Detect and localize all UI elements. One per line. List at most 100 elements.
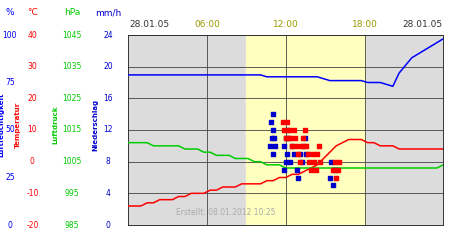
Text: 12:00: 12:00: [273, 20, 299, 29]
Point: [312, 168, 319, 172]
Point: [282, 136, 289, 140]
Text: 1045: 1045: [62, 30, 82, 40]
Point: [298, 160, 305, 164]
Text: %: %: [5, 8, 14, 17]
Point: [270, 128, 277, 132]
Text: 0: 0: [8, 220, 12, 230]
Text: 12: 12: [103, 126, 113, 134]
Text: mm/h: mm/h: [95, 8, 121, 17]
Point: [284, 152, 291, 156]
Text: 28.01.05: 28.01.05: [129, 20, 169, 29]
Point: [304, 152, 311, 156]
Point: [334, 168, 342, 172]
Point: [329, 168, 337, 172]
Text: -10: -10: [26, 189, 39, 198]
Text: Luftdruck: Luftdruck: [52, 106, 58, 144]
Point: [333, 176, 340, 180]
Text: 10: 10: [27, 126, 37, 134]
Point: [284, 128, 291, 132]
Point: [300, 136, 307, 140]
Point: [315, 144, 323, 148]
Point: [281, 144, 288, 148]
Point: [310, 160, 318, 164]
Point: [293, 144, 301, 148]
Text: 40: 40: [27, 30, 37, 40]
Text: 995: 995: [65, 189, 79, 198]
Point: [295, 176, 302, 180]
Point: [301, 136, 308, 140]
Text: hPa: hPa: [64, 8, 80, 17]
Text: 28.01.05: 28.01.05: [402, 20, 442, 29]
Point: [329, 184, 337, 188]
Text: 75: 75: [5, 78, 15, 87]
Text: 985: 985: [65, 220, 79, 230]
Text: 0: 0: [30, 157, 35, 166]
Point: [288, 144, 296, 148]
Point: [282, 160, 289, 164]
Point: [306, 160, 313, 164]
Point: [303, 144, 310, 148]
Point: [279, 120, 286, 124]
Text: -20: -20: [26, 220, 39, 230]
Point: [326, 176, 333, 180]
Text: 20: 20: [27, 94, 37, 103]
Text: 30: 30: [27, 62, 37, 71]
Point: [290, 128, 297, 132]
Point: [298, 144, 305, 148]
Point: [297, 152, 304, 156]
Text: Erstellt: 08.01.2012 10:25: Erstellt: 08.01.2012 10:25: [176, 208, 275, 218]
Text: 8: 8: [106, 157, 110, 166]
Point: [292, 136, 299, 140]
Point: [336, 160, 343, 164]
Point: [287, 136, 294, 140]
Text: 100: 100: [3, 30, 17, 40]
Point: [282, 136, 289, 140]
Point: [270, 152, 277, 156]
Text: 25: 25: [5, 173, 15, 182]
Point: [281, 168, 288, 172]
Point: [288, 144, 296, 148]
Point: [287, 160, 294, 164]
Point: [293, 168, 301, 172]
Text: °C: °C: [27, 8, 38, 17]
Point: [290, 152, 297, 156]
Text: 0: 0: [106, 220, 110, 230]
Bar: [247, 35, 364, 225]
Text: 1025: 1025: [63, 94, 81, 103]
Text: Temperatur: Temperatur: [15, 102, 21, 148]
Point: [285, 136, 292, 140]
Text: 16: 16: [103, 94, 113, 103]
Text: 50: 50: [5, 126, 15, 134]
Point: [328, 160, 335, 164]
Point: [268, 136, 275, 140]
Text: Niederschlag: Niederschlag: [92, 99, 99, 151]
Text: 4: 4: [106, 189, 110, 198]
Point: [331, 160, 338, 164]
Point: [314, 152, 321, 156]
Text: 1015: 1015: [63, 126, 81, 134]
Point: [309, 152, 316, 156]
Point: [284, 120, 291, 124]
Point: [270, 136, 278, 140]
Text: 1005: 1005: [62, 157, 82, 166]
Point: [317, 160, 324, 164]
Point: [301, 128, 308, 132]
Point: [271, 144, 278, 148]
Point: [331, 168, 338, 172]
Text: 20: 20: [103, 62, 113, 71]
Text: 06:00: 06:00: [194, 20, 220, 29]
Point: [303, 152, 310, 156]
Point: [295, 152, 302, 156]
Point: [285, 128, 292, 132]
Text: 18:00: 18:00: [351, 20, 378, 29]
Point: [307, 168, 315, 172]
Point: [266, 144, 274, 148]
Point: [269, 112, 276, 116]
Point: [297, 160, 304, 164]
Text: 1035: 1035: [62, 62, 82, 71]
Point: [267, 120, 274, 124]
Text: Luftfeuchtigkeit: Luftfeuchtigkeit: [0, 93, 5, 157]
Point: [300, 144, 307, 148]
Point: [281, 128, 288, 132]
Text: 24: 24: [103, 30, 113, 40]
